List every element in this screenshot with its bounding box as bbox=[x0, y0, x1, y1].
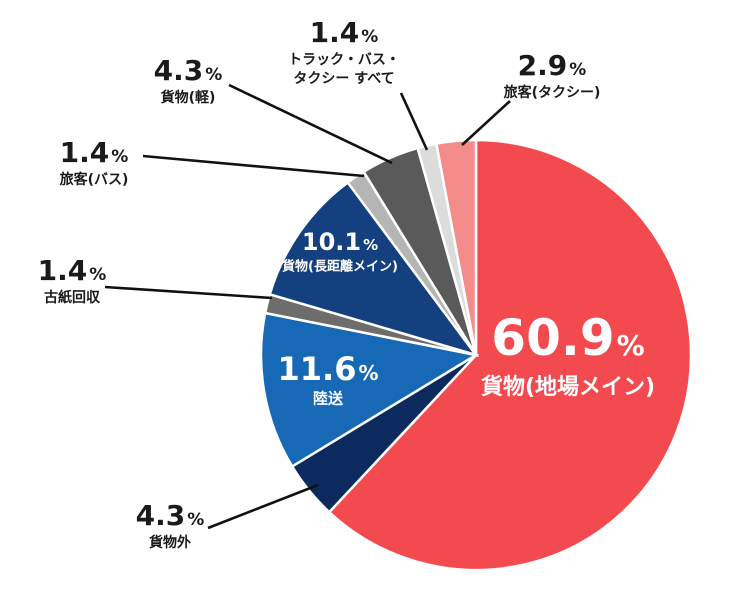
slice-percent-1: 4.3% bbox=[136, 499, 205, 532]
slice-percent-value-1: 4.3 bbox=[136, 499, 186, 532]
slice-percent-unit-5: % bbox=[111, 147, 128, 167]
slice-label-1: 貨物外 bbox=[148, 534, 191, 551]
slice-percent-5: 1.4% bbox=[60, 136, 129, 169]
leader-line-3 bbox=[104, 285, 273, 300]
slice-label-8: 旅客(タクシー) bbox=[504, 84, 601, 101]
slice-percent-value-0: 60.9 bbox=[491, 309, 614, 367]
slice-percent-8: 2.9% bbox=[518, 49, 587, 82]
slice-label-7-line-1: タクシー すべて bbox=[293, 71, 394, 87]
slice-label-0: 貨物(地場メイン) bbox=[481, 374, 655, 400]
slice-label-4: 貨物(長距離メイン) bbox=[282, 258, 398, 274]
slice-percent-unit-1: % bbox=[187, 510, 204, 530]
slice-percent-value-3: 1.4 bbox=[38, 254, 88, 287]
leader-line-6 bbox=[228, 83, 393, 165]
slice-percent-unit-8: % bbox=[569, 60, 586, 80]
pie-slice-4 bbox=[268, 180, 480, 358]
slice-percent-7: 1.4% bbox=[310, 16, 379, 49]
leader-line-8 bbox=[461, 100, 511, 146]
leader-lines bbox=[104, 83, 511, 530]
slice-percent-6: 4.3% bbox=[154, 54, 223, 87]
pie-slice-2 bbox=[259, 311, 480, 469]
slice-percent-2: 11.6% bbox=[278, 350, 379, 388]
slice-percent-unit-7: % bbox=[361, 27, 378, 47]
leader-line-5 bbox=[142, 154, 365, 178]
leader-line-1 bbox=[207, 483, 319, 530]
slice-percent-value-6: 4.3 bbox=[154, 54, 204, 87]
slice-label-6: 貨物(軽) bbox=[160, 89, 216, 106]
slice-percent-value-2: 11.6 bbox=[278, 350, 357, 388]
slice-percent-unit-6: % bbox=[205, 65, 222, 85]
pie-slice-0 bbox=[327, 138, 693, 572]
slice-percent-value-8: 2.9 bbox=[518, 49, 568, 82]
slice-percent-3: 1.4% bbox=[38, 254, 107, 287]
leader-line-7 bbox=[399, 92, 429, 151]
slice-label-2: 陸送 bbox=[313, 389, 344, 407]
slice-percent-4: 10.1% bbox=[302, 228, 378, 256]
slice-percent-unit-0: % bbox=[617, 329, 645, 362]
slice-label-7-line-0: トラック・バス・ bbox=[288, 52, 400, 68]
slice-percent-unit-3: % bbox=[89, 265, 106, 285]
slice-percent-value-7: 1.4 bbox=[310, 16, 360, 49]
pie-slices bbox=[259, 138, 693, 572]
slice-percent-0: 60.9% bbox=[491, 309, 644, 367]
pie-slice-8 bbox=[434, 138, 478, 356]
slice-percent-unit-2: % bbox=[358, 361, 378, 385]
slice-label-3: 古紙回収 bbox=[44, 289, 101, 306]
slice-label-5: 旅客(バス) bbox=[60, 171, 129, 188]
slice-percent-unit-4: % bbox=[363, 236, 378, 254]
slice-percent-value-5: 1.4 bbox=[60, 136, 110, 169]
slice-percent-value-4: 10.1 bbox=[302, 228, 361, 256]
